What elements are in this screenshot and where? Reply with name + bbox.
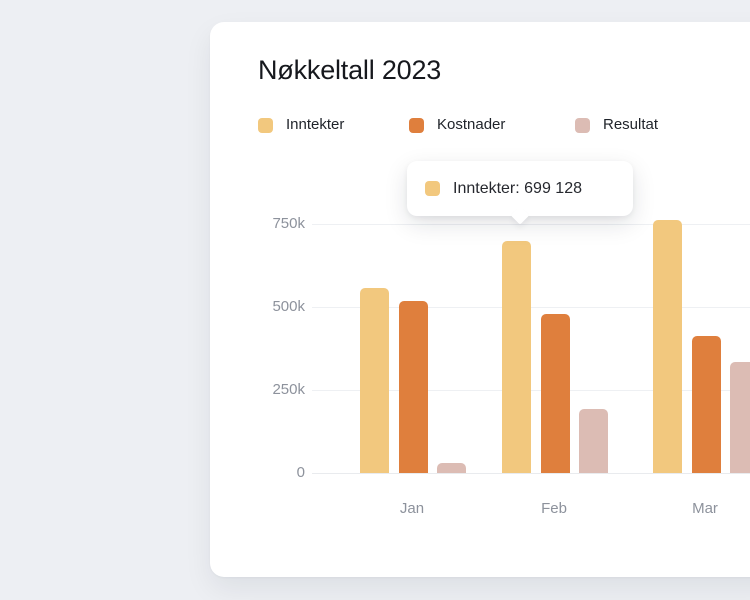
bar-kostnader-mar[interactable] xyxy=(691,335,721,473)
x-axis-tick-label: Feb xyxy=(541,500,567,517)
bar-resultat-jan[interactable] xyxy=(437,463,466,473)
legend-item-label: Resultat xyxy=(603,116,659,133)
y-gridline xyxy=(312,224,750,225)
bar-kostnader-feb[interactable] xyxy=(540,314,570,473)
bar-inntekter-mar[interactable] xyxy=(653,220,682,473)
bar-kostnader-jan[interactable] xyxy=(398,301,428,473)
legend-item-kostnader[interactable]: Kostnader xyxy=(409,116,505,134)
bar-resultat-feb[interactable] xyxy=(579,409,608,473)
x-axis-tick-label: Mar xyxy=(692,500,718,517)
legend-swatch-icon xyxy=(409,117,424,133)
y-axis-tick-label: 250k xyxy=(272,381,305,398)
y-axis-tick-label: 0 xyxy=(296,464,305,481)
tooltip-text: Inntekter: 699 128 xyxy=(453,179,582,197)
chart-plot-area: 0 250k 500k 750k Jan Feb Mar xyxy=(210,22,750,577)
legend-swatch-icon xyxy=(575,117,590,133)
y-gridline xyxy=(312,390,750,391)
chart-tooltip: Inntekter: 699 128 xyxy=(407,161,633,225)
x-axis-tick-label: Jan xyxy=(399,500,425,517)
legend-item-label: Kostnader xyxy=(437,116,506,133)
legend-swatch-icon xyxy=(258,117,273,133)
y-axis-tick-label: 500k xyxy=(272,298,305,315)
legend-item-inntekter[interactable]: Inntekter xyxy=(258,116,344,134)
bar-resultat-mar[interactable] xyxy=(730,362,750,473)
chart-legend: Inntekter Kostnader Resultat xyxy=(258,116,750,134)
legend-item-label: Inntekter xyxy=(286,116,345,133)
y-gridline xyxy=(312,473,750,474)
y-gridline xyxy=(312,307,750,308)
legend-item-resultat[interactable]: Resultat xyxy=(575,116,658,134)
bar-inntekter-jan[interactable] xyxy=(360,288,389,473)
chart-card: Nøkkeltall 2023 Inntekter Kostnader Result… xyxy=(210,22,750,577)
y-axis-tick-label: 750k xyxy=(272,215,305,232)
card-title: Nøkkeltall 2023 xyxy=(258,55,442,85)
bar-inntekter-feb[interactable] xyxy=(502,240,531,473)
tooltip-series-swatch-icon xyxy=(425,181,440,196)
